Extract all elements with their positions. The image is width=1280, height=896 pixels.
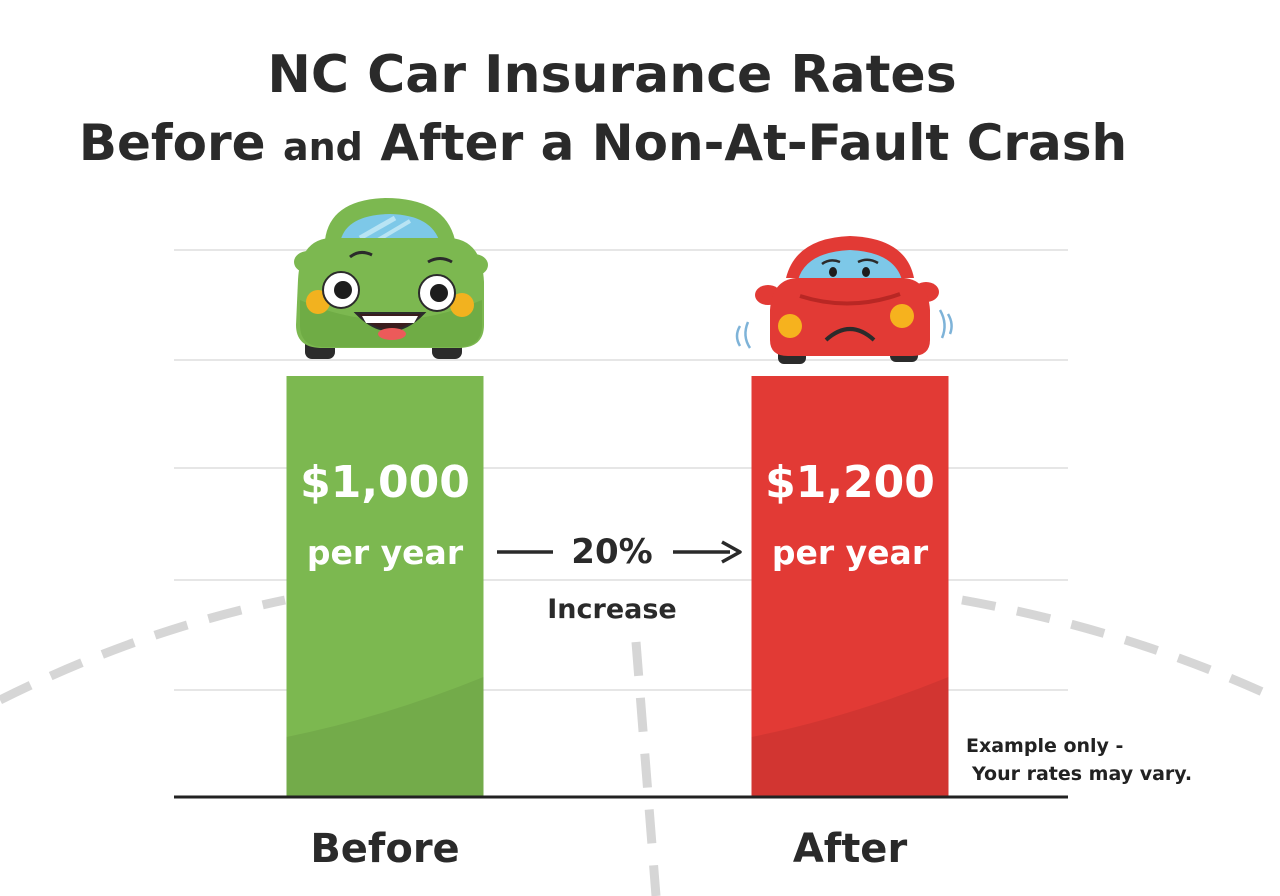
arrow-head-icon [721,540,742,564]
value-label-after: $1,200 [765,457,935,508]
bars [286,376,949,797]
value-label-before: $1,000 [300,457,470,508]
title-word-before: Before [79,114,266,172]
increase-annotation: 20% Increase [497,532,742,625]
sad-red-car-icon [735,236,953,364]
bar-after [751,376,949,797]
chart-title-line2: Before and After a Non-At-Fault Crash [79,114,1127,172]
title-word-and: and [283,125,363,169]
happy-green-car-icon [294,198,488,359]
category-label-before: Before [310,826,459,872]
footnote-line2: Your rates may vary. [971,763,1192,785]
chart-title-line1: NC Car Insurance Rates [267,45,956,105]
footnote-line1: Example only - [966,735,1123,757]
bar-shade-after [751,677,949,797]
bar-before [286,376,484,797]
unit-label-after: per year [772,533,929,572]
value-labels: $1,000 per year $1,200 per year [300,457,935,572]
increase-percent: 20% [571,532,652,572]
category-labels: Before After [310,826,907,872]
bar-shade-before [286,677,484,797]
title-rest: After a Non-At-Fault Crash [380,114,1127,172]
road-lines [0,595,1280,896]
increase-text: Increase [547,594,677,625]
category-label-after: After [793,826,908,872]
unit-label-before: per year [307,533,464,572]
